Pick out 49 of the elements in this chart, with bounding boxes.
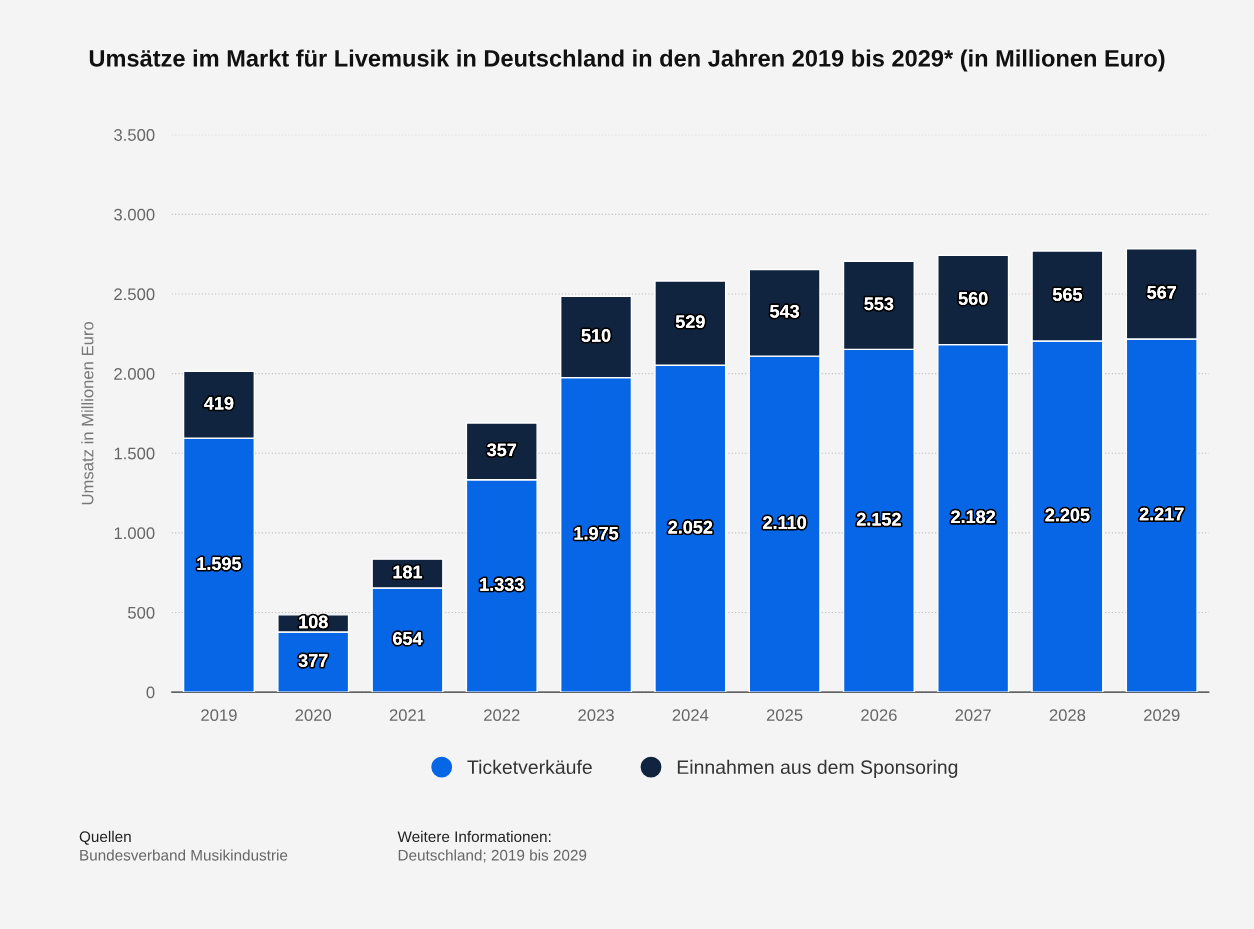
legend-label: Einnahmen aus dem Sponsoring bbox=[677, 759, 958, 778]
y-tick-label: 1.500 bbox=[114, 447, 155, 460]
x-tick-label: 2029 bbox=[1144, 709, 1180, 722]
text: Weitere Informationen: bbox=[397, 830, 551, 843]
x-tick-label: 2027 bbox=[955, 709, 991, 722]
x-tick-label: 2024 bbox=[672, 709, 709, 722]
text: Quellen bbox=[79, 830, 131, 845]
data-label: 553 bbox=[864, 297, 894, 311]
y-tick-label: 3.500 bbox=[114, 129, 155, 141]
data-label: 543 bbox=[770, 304, 800, 318]
data-label: 529 bbox=[675, 315, 705, 329]
x-tick-label: 2025 bbox=[766, 709, 803, 722]
data-label: 560 bbox=[958, 292, 988, 305]
data-label: 181 bbox=[393, 565, 423, 579]
chart-title: Umsätze im Markt für Livemusik in Deutschland in den Jahren 2019 bis 2029* (in Millionen Euro) bbox=[89, 49, 1165, 72]
y-axis-title: Umsatz in Millionen Euro bbox=[81, 321, 94, 505]
y-tick-label: 2.000 bbox=[114, 367, 155, 380]
data-label: 1.333 bbox=[480, 578, 524, 591]
data-label: 2.152 bbox=[856, 512, 901, 526]
x-tick-label: 2022 bbox=[484, 709, 520, 722]
x-tick-label: 2019 bbox=[201, 709, 237, 722]
y-tick-label: 3.000 bbox=[114, 208, 155, 221]
data-label: 1.595 bbox=[197, 557, 242, 570]
data-label: 2.110 bbox=[763, 516, 806, 529]
y-tick-label: 1.000 bbox=[114, 527, 155, 540]
text: Deutschland; 2019 bis 2029 bbox=[398, 849, 587, 863]
x-tick-label: 2023 bbox=[578, 709, 614, 722]
data-label: 419 bbox=[204, 396, 234, 410]
data-label: 654 bbox=[393, 632, 423, 645]
data-label: 2.052 bbox=[668, 520, 713, 534]
data-label: 567 bbox=[1147, 285, 1176, 299]
data-label: 565 bbox=[1052, 288, 1082, 301]
y-tick-label: 0 bbox=[146, 686, 155, 699]
x-tick-label: 2028 bbox=[1049, 709, 1086, 722]
x-tick-label: 2021 bbox=[389, 709, 426, 722]
data-label: 377 bbox=[298, 654, 328, 667]
data-label: 2.182 bbox=[951, 510, 996, 524]
y-tick-label: 2.500 bbox=[114, 288, 155, 301]
data-label: 357 bbox=[487, 443, 517, 457]
legend-label: Ticketverkäufe bbox=[467, 759, 592, 775]
data-label: 510 bbox=[581, 329, 611, 342]
text: Bundesverband Musikindustrie bbox=[80, 849, 288, 861]
x-tick-label: 2020 bbox=[295, 709, 332, 722]
data-label: 1.975 bbox=[574, 526, 619, 540]
x-tick-label: 2026 bbox=[861, 709, 897, 722]
data-label: 2.217 bbox=[1139, 507, 1184, 521]
data-label: 2.205 bbox=[1045, 508, 1090, 522]
data-label: 108 bbox=[299, 615, 328, 629]
y-tick-label: 500 bbox=[127, 606, 155, 619]
